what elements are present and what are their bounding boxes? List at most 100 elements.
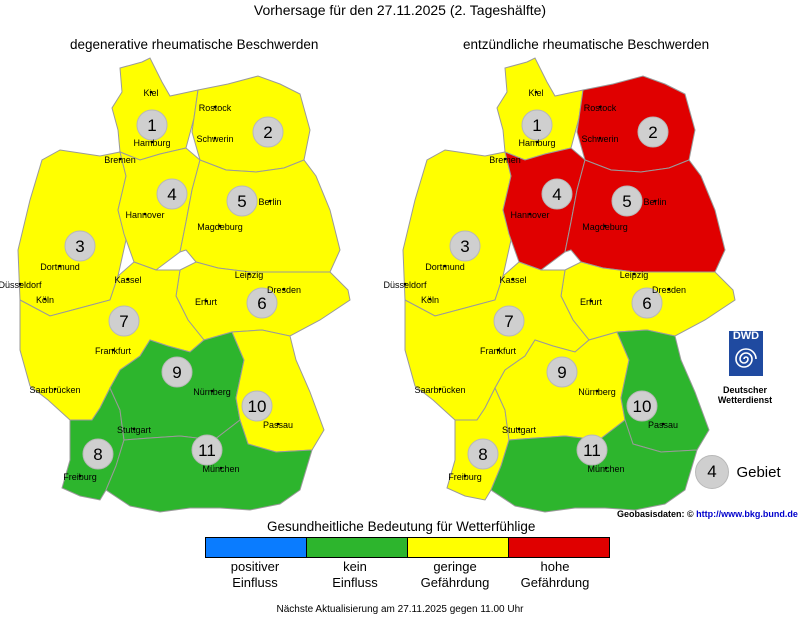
region-marker-5 [226,185,258,217]
region-marker-7 [108,305,140,337]
region-marker-8 [82,438,114,470]
legend-label-positive: positiver Einfluss [195,559,315,591]
city-label: Frankfurt [95,346,132,356]
city-dot [78,474,82,478]
city-dot [143,212,147,216]
map-title-degenerative: degenerative rheumatische Beschwerden [70,37,319,52]
geodata-source-label: Geobasisdaten: © [617,509,694,519]
area-key-circle: 4 [695,455,729,489]
legend-label-none-1: kein [343,559,367,574]
city-label: Düsseldorf [0,280,42,290]
city-label: Stuttgart [117,425,152,435]
region-number-5: 5 [237,192,246,211]
page-title: Vorhersage für den 27.11.2025 (2. Tagesh… [253,2,547,18]
city-dot [111,348,115,352]
city-label: Schwerin [196,134,233,144]
city-dot [204,299,208,303]
next-update-note: Nächste Aktualisierung am 27.11.2025 geg… [276,604,524,615]
city-label: München [202,464,239,474]
city-dot [53,387,57,391]
city-label: Berlin [258,197,281,207]
city-dot [149,90,153,94]
city-label: Bremen [104,155,136,165]
city-dot [218,224,222,228]
city-dot [58,264,62,268]
legend-label-high: hohe Gefährdung [495,559,615,591]
city-label: Köln [36,295,54,305]
area-key: 4 Gebiet [695,455,781,489]
geodata-source-link[interactable]: http://www.bkg.bund.de [696,509,798,519]
city-dot [150,140,154,144]
city-label: Dresden [267,285,301,295]
city-label: Saarbrücken [29,385,80,395]
region-10 [231,329,325,453]
dwd-logo-text: DWD [732,330,760,342]
city-label: Nürnberg [193,387,231,397]
region-2 [191,75,311,173]
legend-label-low-2: Gefährdung [420,575,490,590]
region-marker-4 [156,178,188,210]
legend-label-low-1: geringe [433,559,477,574]
region-marker-1 [136,109,168,141]
region-marker-11 [191,434,223,466]
legend-label-positive-2: Einfluss [232,575,278,590]
region-number-8: 8 [93,445,102,464]
city-dot [126,277,130,281]
region-5 [179,159,341,273]
region-number-9: 9 [172,363,181,382]
region-marker-6 [246,287,278,319]
legend-label-none: kein Einfluss [295,559,415,591]
region-number-4: 4 [167,185,176,204]
city-dot [43,297,47,301]
region-number-11: 11 [198,441,216,460]
city-label: Erfurt [195,297,218,307]
region-marker-9 [161,356,193,388]
city-label: Kiel [143,88,158,98]
dwd-name-line1: Deutscher [722,385,767,395]
region-number-3: 3 [75,237,84,256]
legend-bar [205,537,610,558]
region-marker-10 [241,390,273,422]
city-label: Kassel [114,275,141,285]
legend-title: Gesundheitliche Bedeutung für Wetterfühl… [267,519,536,534]
city-label: Passau [263,420,293,430]
city-dot [276,422,280,426]
city-label: Freiburg [63,472,97,482]
city-dot [118,157,122,161]
city-label: Hannover [125,210,164,220]
geodata-source: Geobasisdaten: © http://www.bkg.bund.de [617,509,798,519]
city-dot [219,466,223,470]
city-label: Hamburg [133,138,170,148]
city-dot [282,287,286,291]
city-label: Leipzig [235,270,264,280]
legend-swatch-high [509,538,609,557]
legend-label-low: geringe Gefährdung [395,559,515,591]
region-number-1: 1 [147,116,156,135]
region-number-2: 2 [263,123,272,142]
region-marker-3 [64,230,96,262]
city-dot [18,282,22,286]
region-number-10: 10 [248,397,267,416]
city-dot [213,136,217,140]
map-title-inflammatory: entzündliche rheumatische Beschwerden [463,37,710,52]
area-key-label: Gebiet [736,463,781,481]
legend-label-positive-1: positiver [230,559,280,574]
dwd-name-line2: Wetterdienst [717,395,773,405]
city-dot [210,389,214,393]
city-dot [132,427,136,431]
city-label: Dortmund [40,262,80,272]
city-label: Rostock [199,103,232,113]
city-dot [247,272,251,276]
dwd-name: Deutscher Wetterdienst [700,385,790,405]
legend-label-high-2: Gefährdung [520,575,590,590]
region-number-7: 7 [119,312,128,331]
city-dot [213,105,217,109]
city-dot [268,199,272,203]
legend-swatch-low [408,538,509,557]
region-number-6: 6 [257,294,266,313]
legend-swatch-none [307,538,408,557]
region-marker-2 [252,116,284,148]
legend-label-high-1: hohe [540,559,570,574]
legend-label-none-2: Einfluss [332,575,378,590]
